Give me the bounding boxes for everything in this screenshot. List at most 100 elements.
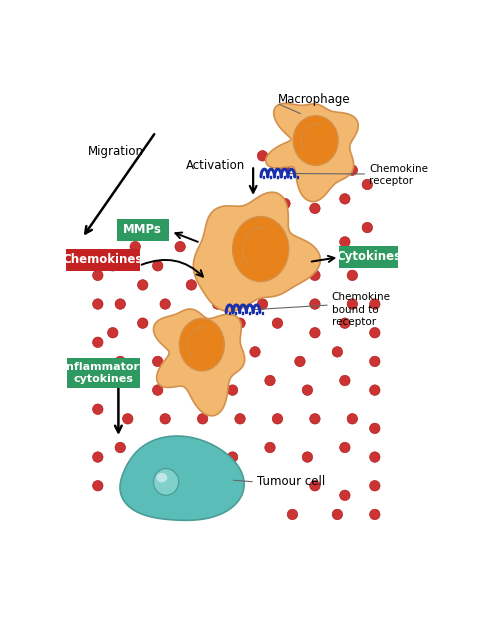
Ellipse shape xyxy=(115,442,126,453)
Polygon shape xyxy=(193,193,320,311)
Ellipse shape xyxy=(272,414,283,424)
Ellipse shape xyxy=(160,414,170,424)
Ellipse shape xyxy=(108,261,118,271)
Ellipse shape xyxy=(198,261,208,271)
Ellipse shape xyxy=(168,500,178,510)
Ellipse shape xyxy=(179,319,224,371)
Ellipse shape xyxy=(369,423,380,433)
Ellipse shape xyxy=(227,452,238,462)
Ellipse shape xyxy=(272,270,283,281)
Ellipse shape xyxy=(153,385,163,396)
Ellipse shape xyxy=(369,452,380,462)
Ellipse shape xyxy=(347,270,357,281)
Ellipse shape xyxy=(115,375,126,386)
Ellipse shape xyxy=(235,318,245,329)
Text: Tumour cell: Tumour cell xyxy=(257,476,326,489)
Ellipse shape xyxy=(233,217,289,281)
Ellipse shape xyxy=(302,452,313,462)
Ellipse shape xyxy=(310,203,320,214)
Ellipse shape xyxy=(168,318,178,329)
Ellipse shape xyxy=(340,442,350,453)
Ellipse shape xyxy=(310,327,320,338)
Ellipse shape xyxy=(213,299,223,309)
Ellipse shape xyxy=(310,270,320,281)
Ellipse shape xyxy=(93,404,103,414)
Ellipse shape xyxy=(115,299,126,309)
Ellipse shape xyxy=(347,414,357,424)
Ellipse shape xyxy=(287,509,298,520)
Ellipse shape xyxy=(93,452,103,462)
Ellipse shape xyxy=(340,194,350,204)
Ellipse shape xyxy=(369,256,380,266)
Ellipse shape xyxy=(325,155,335,166)
Ellipse shape xyxy=(93,366,103,376)
Ellipse shape xyxy=(369,481,380,491)
Ellipse shape xyxy=(108,327,118,338)
Ellipse shape xyxy=(190,442,200,453)
Text: MMPs: MMPs xyxy=(123,224,162,237)
Ellipse shape xyxy=(93,270,103,281)
Ellipse shape xyxy=(250,347,260,357)
Ellipse shape xyxy=(160,299,170,309)
Text: Migration: Migration xyxy=(88,145,144,158)
Ellipse shape xyxy=(227,385,238,396)
Ellipse shape xyxy=(340,237,350,247)
Ellipse shape xyxy=(130,490,141,501)
Ellipse shape xyxy=(153,356,163,366)
Ellipse shape xyxy=(115,356,126,366)
Ellipse shape xyxy=(310,481,320,491)
Text: Macrophage: Macrophage xyxy=(277,93,350,106)
Ellipse shape xyxy=(340,490,350,501)
Ellipse shape xyxy=(93,337,103,348)
Polygon shape xyxy=(154,309,245,416)
Ellipse shape xyxy=(235,270,245,281)
Ellipse shape xyxy=(340,375,350,386)
Text: Chemokine
receptor: Chemokine receptor xyxy=(369,164,428,186)
Ellipse shape xyxy=(265,375,275,386)
Ellipse shape xyxy=(369,327,380,338)
Ellipse shape xyxy=(280,198,290,209)
Text: Chemokine
bound to
receptor: Chemokine bound to receptor xyxy=(332,292,391,327)
Ellipse shape xyxy=(93,299,103,309)
Ellipse shape xyxy=(362,179,372,190)
Ellipse shape xyxy=(153,261,163,271)
Ellipse shape xyxy=(138,318,148,329)
Ellipse shape xyxy=(347,165,357,175)
Polygon shape xyxy=(120,436,244,520)
Ellipse shape xyxy=(93,481,103,491)
Ellipse shape xyxy=(310,299,320,309)
Ellipse shape xyxy=(130,242,141,252)
Ellipse shape xyxy=(332,509,342,520)
Ellipse shape xyxy=(369,385,380,396)
Ellipse shape xyxy=(156,473,167,483)
Text: Inflammatory
cytokines: Inflammatory cytokines xyxy=(62,362,146,384)
Ellipse shape xyxy=(295,356,305,366)
Ellipse shape xyxy=(340,318,350,329)
Ellipse shape xyxy=(347,299,357,309)
Ellipse shape xyxy=(186,279,197,290)
Text: Chemokines: Chemokines xyxy=(63,253,143,266)
FancyBboxPatch shape xyxy=(117,219,169,241)
Ellipse shape xyxy=(198,356,208,366)
Ellipse shape xyxy=(302,165,313,175)
Ellipse shape xyxy=(332,347,342,357)
Ellipse shape xyxy=(257,299,268,309)
Ellipse shape xyxy=(362,222,372,233)
Ellipse shape xyxy=(138,279,148,290)
Ellipse shape xyxy=(198,414,208,424)
Ellipse shape xyxy=(153,452,163,462)
Ellipse shape xyxy=(265,442,275,453)
Text: Activation: Activation xyxy=(186,159,245,172)
Ellipse shape xyxy=(123,414,133,424)
Ellipse shape xyxy=(205,327,215,338)
Ellipse shape xyxy=(235,414,245,424)
Ellipse shape xyxy=(293,116,338,165)
Ellipse shape xyxy=(369,509,380,520)
FancyBboxPatch shape xyxy=(67,358,141,388)
Ellipse shape xyxy=(257,150,268,161)
Ellipse shape xyxy=(154,469,179,496)
Ellipse shape xyxy=(369,299,380,309)
Ellipse shape xyxy=(310,414,320,424)
Ellipse shape xyxy=(302,385,313,396)
Ellipse shape xyxy=(272,318,283,329)
